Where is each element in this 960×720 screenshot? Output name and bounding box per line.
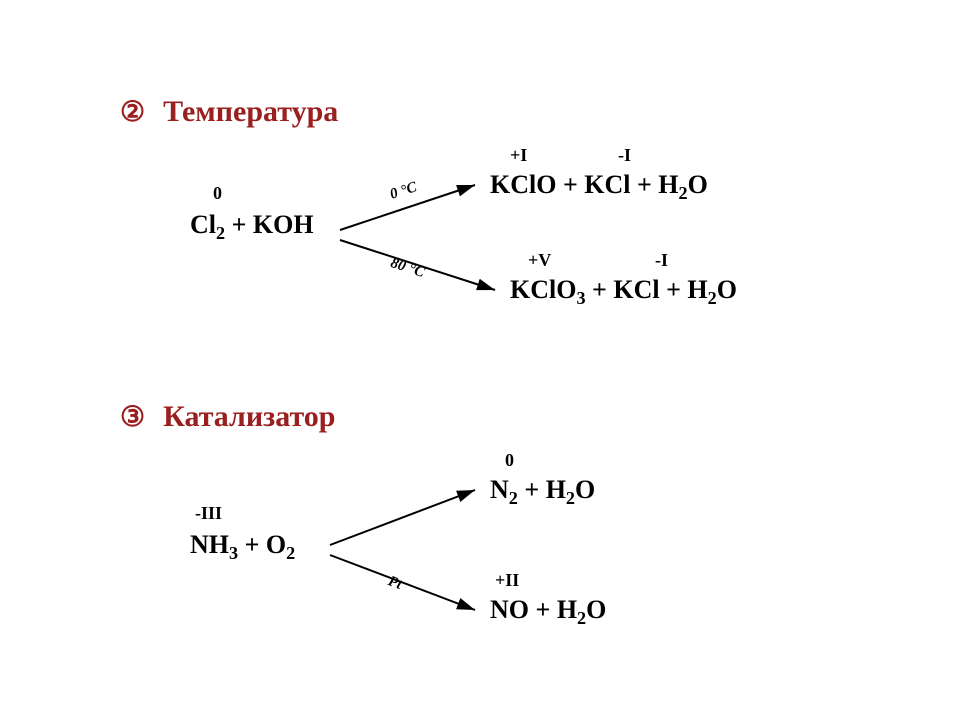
- s2-reactant: NH3 + O2: [190, 530, 295, 564]
- s1-reactant-ox: 0: [213, 183, 222, 204]
- s1-pbot-ox2: -I: [655, 250, 668, 271]
- s2-reactant-ox: -III: [195, 503, 222, 524]
- s2-pbot-ox: +II: [495, 570, 519, 591]
- s2-ptop-ox: 0: [505, 450, 514, 471]
- s1-reactant: Cl2 + KOH: [190, 210, 314, 244]
- s1-ptop-ox1: +I: [510, 145, 527, 166]
- bullet-3: ③: [120, 400, 145, 434]
- section-2-header: ③ Катализатор: [120, 400, 335, 434]
- s1-ptop-ox2: -I: [618, 145, 631, 166]
- s2-product-bottom: NO + H2O: [490, 595, 606, 629]
- bullet-2: ②: [120, 95, 145, 129]
- s1-pbot-ox1: +V: [528, 250, 551, 271]
- section-1-header: ② Температура: [120, 95, 338, 129]
- heading-catalyst: Катализатор: [163, 400, 335, 434]
- s1-product-bottom: KClO3 + KCl + H2O: [510, 275, 737, 309]
- s2-product-top: N2 + H2O: [490, 475, 595, 509]
- s2-arrows: [320, 480, 490, 630]
- heading-temperature: Температура: [163, 95, 338, 129]
- s1-product-top: KClO + KCl + H2O: [490, 170, 708, 204]
